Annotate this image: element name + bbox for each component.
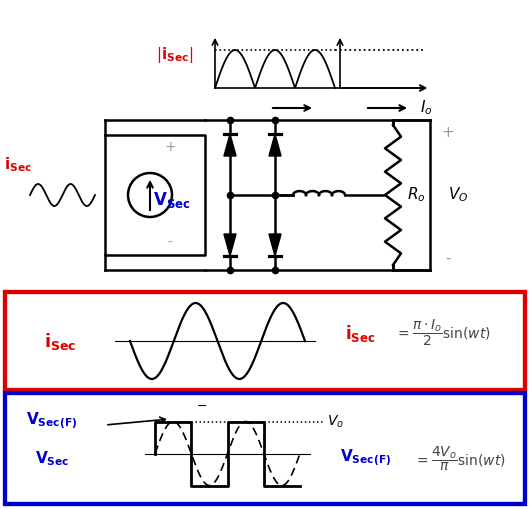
Text: $\mathbf{i_{Sec}}$: $\mathbf{i_{Sec}}$ [43, 330, 76, 352]
Text: $\mathbf{i_{Sec}}$: $\mathbf{i_{Sec}}$ [345, 323, 375, 344]
Text: $\mathbf{i_{Sec}}$: $\mathbf{i_{Sec}}$ [4, 156, 32, 175]
Polygon shape [269, 134, 281, 156]
Text: $|\mathbf{i_{Sec}}|$: $|\mathbf{i_{Sec}}|$ [156, 45, 193, 65]
Text: -: - [445, 250, 450, 266]
Text: $-$: $-$ [197, 399, 208, 411]
Polygon shape [269, 234, 281, 256]
Bar [5, 393, 525, 504]
Text: $R_o$: $R_o$ [407, 186, 426, 204]
Bar [5, 292, 525, 390]
Text: -: - [167, 236, 172, 250]
Text: $V_o$: $V_o$ [327, 413, 344, 430]
Text: $=\dfrac{4V_o}{\pi}\sin(wt)$: $=\dfrac{4V_o}{\pi}\sin(wt)$ [414, 444, 506, 473]
Polygon shape [224, 234, 236, 256]
Text: +: + [164, 140, 176, 154]
Text: $I_o$: $I_o$ [420, 99, 432, 118]
Text: $\mathbf{V_{Sec}}$: $\mathbf{V_{Sec}}$ [35, 449, 69, 468]
Text: $V_O$: $V_O$ [448, 186, 469, 204]
Bar [5, 393, 525, 504]
Text: +: + [441, 125, 454, 139]
Polygon shape [224, 134, 236, 156]
Text: $=\dfrac{\pi \cdot I_o}{2}\sin(wt)$: $=\dfrac{\pi \cdot I_o}{2}\sin(wt)$ [395, 318, 491, 348]
Bar [5, 292, 525, 390]
Text: $\mathbf{V_{Sec(F)}}$: $\mathbf{V_{Sec(F)}}$ [340, 448, 391, 469]
Text: $\mathbf{V_{Sec(F)}}$: $\mathbf{V_{Sec(F)}}$ [26, 410, 77, 432]
Text: $\mathbf{V_{Sec}}$: $\mathbf{V_{Sec}}$ [153, 190, 191, 210]
